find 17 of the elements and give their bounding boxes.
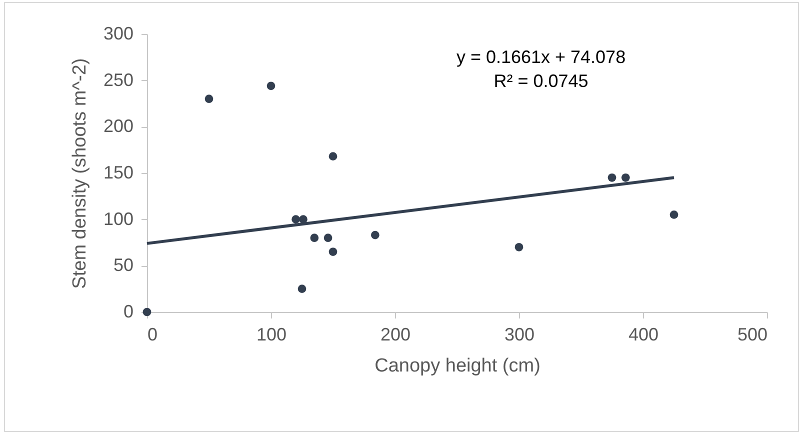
x-tick-label: 500 [737,324,768,344]
x-tick-label: 0 [148,324,158,344]
x-axis-title: Canopy height (cm) [374,356,540,376]
y-tick-label: 100 [103,208,134,229]
annotation: y = 0.1661x + 74.078 [456,47,626,67]
y-axis-title: Stem density (shoots m^-2) [69,58,90,289]
x-tick-label: 400 [628,324,659,344]
x-tick-label: 200 [380,324,411,344]
y-tick-label: 300 [103,24,134,44]
y-tick-label: 0 [123,302,134,322]
y-tick-label: 150 [103,162,134,182]
y-tick-label: 50 [113,255,134,276]
y-tick-label: 200 [103,116,134,136]
annotation: R² = 0.0745 [494,71,588,91]
x-tick-label: 100 [256,324,287,344]
x-tick-label: 300 [504,324,535,344]
y-tick-label: 250 [103,70,134,90]
